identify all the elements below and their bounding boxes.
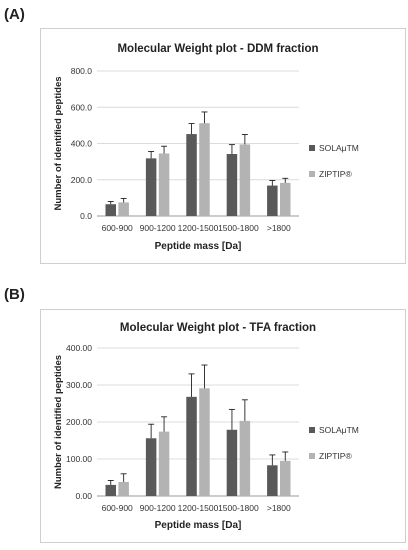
chart-a-frame: Molecular Weight plot - DDM fraction 0.0 2…: [40, 28, 406, 264]
bar-solamutm: [105, 204, 116, 216]
y-tick-label: 400.00: [66, 343, 92, 353]
y-tick-label: 400.0: [71, 139, 93, 149]
legend-entry: SOLAμTM: [319, 143, 359, 153]
bar-ziptip: [280, 182, 291, 216]
y-axis-label: Number of identified peptides: [53, 355, 64, 489]
x-axis-label: Peptide mass [Da]: [155, 520, 242, 531]
bar-ziptip: [118, 202, 129, 216]
bar-solamutm: [226, 429, 238, 496]
legend-entry: ZIPTIP®: [319, 169, 352, 179]
x-tick-label: 900-1200: [140, 503, 176, 513]
bar-solamutm: [267, 185, 278, 216]
bar-solamutm: [186, 396, 197, 496]
panel-label-b: (B): [4, 286, 25, 303]
legend-entry: SOLAμTM: [319, 425, 359, 435]
bar-ziptip: [158, 153, 170, 216]
bar-ziptip: [280, 460, 291, 496]
x-tick-label: 900-1200: [140, 223, 176, 233]
x-tick-label: >1800: [267, 223, 291, 233]
x-tick-label: 1500-1800: [218, 503, 259, 513]
chart-tfa-fraction: Molecular Weight plot - TFA fraction 0.00…: [53, 322, 359, 531]
chart-title: Molecular Weight plot - TFA fraction: [120, 322, 316, 334]
legend-swatch: [309, 453, 315, 459]
bar-ziptip: [158, 431, 170, 496]
chart-b-frame: Molecular Weight plot - TFA fraction 0.00…: [40, 309, 406, 543]
bar-ziptip: [239, 420, 251, 496]
x-tick-label: 1200-1500: [178, 223, 219, 233]
bar-solamutm: [226, 154, 238, 216]
chart-title: Molecular Weight plot - DDM fraction: [117, 43, 318, 55]
bar-ziptip: [118, 481, 129, 496]
bar-ziptip: [199, 388, 210, 496]
y-axis-label: Number of identified peptides: [53, 76, 64, 210]
legend-swatch: [309, 145, 315, 151]
y-tick-label: 200.0: [71, 175, 93, 185]
y-tick-label: 0.0: [80, 211, 92, 221]
bar-solamutm: [145, 158, 157, 216]
x-tick-label: 600-900: [102, 503, 133, 513]
bar-ziptip: [199, 123, 210, 216]
x-tick-label: >1800: [267, 503, 291, 513]
bar-solamutm: [145, 438, 157, 496]
bar-solamutm: [105, 484, 116, 496]
bar-ziptip: [239, 144, 251, 216]
x-tick-label: 1500-1800: [218, 223, 259, 233]
x-tick-label: 600-900: [102, 223, 133, 233]
y-tick-label: 200.00: [66, 417, 92, 427]
legend-entry: ZIPTIP®: [319, 451, 352, 461]
legend-swatch: [309, 427, 315, 433]
bar-solamutm: [267, 465, 278, 496]
chart-ddm-fraction: Molecular Weight plot - DDM fraction 0.0 2…: [53, 43, 359, 252]
y-tick-label: 800.0: [71, 66, 93, 76]
y-tick-label: 300.00: [66, 380, 92, 390]
y-tick-label: 600.0: [71, 102, 93, 112]
legend-swatch: [309, 171, 315, 177]
panel-label-a: (A): [4, 6, 25, 23]
y-tick-label: 100.00: [66, 454, 92, 464]
y-tick-label: 0.00: [75, 491, 92, 501]
x-axis-label: Peptide mass [Da]: [155, 241, 242, 252]
bar-solamutm: [186, 134, 197, 216]
x-tick-label: 1200-1500: [178, 503, 219, 513]
